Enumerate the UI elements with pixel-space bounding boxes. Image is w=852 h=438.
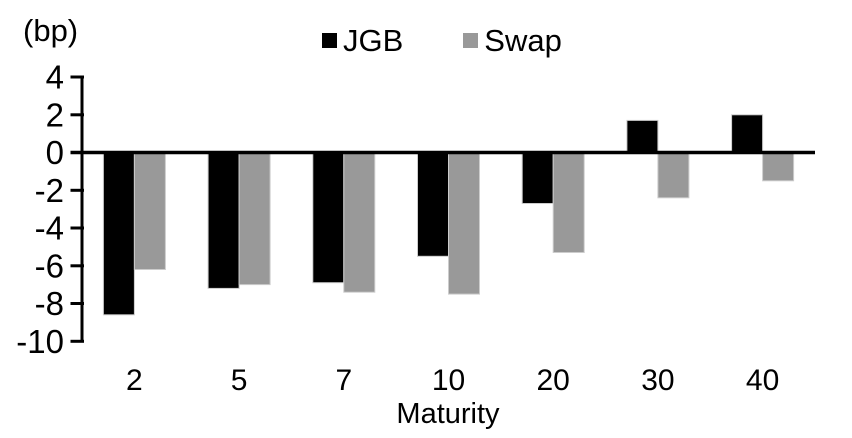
bar-swap-5 bbox=[238, 152, 271, 286]
x-tick-label-40: 40 bbox=[746, 364, 779, 397]
x-tick-label-2: 2 bbox=[126, 364, 143, 397]
bar-jgb-20 bbox=[521, 152, 554, 204]
y-tick-label--2: -2 bbox=[35, 172, 64, 209]
x-tick-label-5: 5 bbox=[231, 364, 248, 397]
x-tick-label-10: 10 bbox=[432, 364, 465, 397]
x-tick-label-7: 7 bbox=[335, 364, 352, 397]
y-tick-label--10: -10 bbox=[16, 323, 64, 360]
x-tick-label-30: 30 bbox=[641, 364, 674, 397]
legend-swatch-jgb-icon bbox=[322, 33, 337, 48]
legend-label-jgb: JGB bbox=[343, 23, 404, 58]
legend-label-swap: Swap bbox=[484, 23, 562, 58]
bar-swap-2 bbox=[133, 152, 166, 270]
y-tick-label-0: 0 bbox=[46, 134, 64, 171]
legend: JGB Swap bbox=[322, 25, 562, 56]
bar-swap-20 bbox=[552, 152, 585, 253]
y-tick-label--4: -4 bbox=[35, 210, 64, 247]
x-axis-title: Maturity bbox=[396, 398, 500, 430]
y-axis-unit-label: (bp) bbox=[23, 13, 79, 48]
bar-jgb-40 bbox=[731, 114, 764, 154]
x-tick-label-20: 20 bbox=[537, 364, 570, 397]
bar-jgb-10 bbox=[417, 152, 449, 257]
legend-item-jgb: JGB bbox=[322, 25, 403, 56]
bar-jgb-5 bbox=[207, 152, 240, 289]
y-tick-label-2: 2 bbox=[46, 96, 64, 133]
bar-swap-30 bbox=[657, 152, 690, 199]
bar-swap-10 bbox=[448, 152, 480, 295]
bar-swap-40 bbox=[762, 152, 795, 182]
y-tick-label--8: -8 bbox=[35, 285, 64, 322]
bar-jgb-30 bbox=[626, 119, 659, 153]
bar-jgb-7 bbox=[312, 152, 345, 284]
legend-swatch-swap-icon bbox=[463, 33, 479, 48]
legend-item-swap: Swap bbox=[463, 25, 562, 56]
bar-jgb-2 bbox=[102, 152, 135, 316]
y-tick-label-4: 4 bbox=[46, 59, 64, 96]
y-tick-label--6: -6 bbox=[35, 247, 64, 284]
bar-swap-7 bbox=[343, 152, 376, 293]
